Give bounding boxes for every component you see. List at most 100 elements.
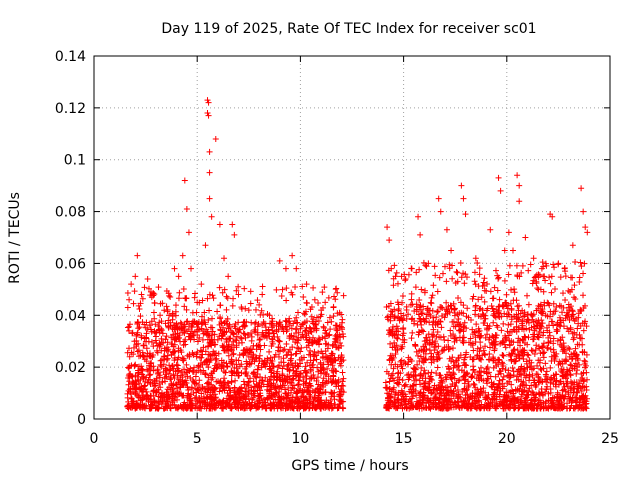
data-point [394, 396, 401, 403]
data-point [565, 328, 572, 335]
data-point [490, 319, 497, 326]
data-point [208, 213, 215, 220]
data-point [282, 265, 289, 272]
data-point [311, 296, 318, 303]
data-point [131, 288, 138, 295]
data-point [151, 377, 158, 384]
data-point [142, 378, 149, 385]
data-point [328, 350, 335, 357]
data-point [269, 340, 276, 347]
data-point [543, 368, 550, 375]
data-point [165, 322, 172, 329]
data-point [479, 311, 486, 318]
data-point [450, 371, 457, 378]
data-point [553, 326, 560, 333]
data-point [394, 405, 401, 412]
data-point [547, 386, 554, 393]
data-point [135, 347, 142, 354]
data-point [289, 252, 296, 259]
data-point [470, 380, 477, 387]
data-point [536, 272, 543, 279]
data-point [138, 366, 145, 373]
data-point [515, 376, 522, 383]
data-point [328, 379, 335, 386]
data-point [499, 352, 506, 359]
data-point [243, 393, 250, 400]
data-point [155, 393, 162, 400]
data-point [393, 342, 400, 349]
x-tick-label: 25 [601, 431, 619, 447]
data-point [421, 287, 428, 294]
data-point [483, 365, 490, 372]
data-point [231, 389, 238, 396]
data-point [387, 340, 394, 347]
data-point [235, 387, 242, 394]
data-point [127, 370, 134, 377]
data-point [506, 262, 513, 269]
data-point [224, 380, 231, 387]
data-point [188, 402, 195, 409]
data-point [220, 379, 227, 386]
data-point [134, 320, 141, 327]
data-point [240, 401, 247, 408]
x-tick-label: 20 [498, 431, 516, 447]
data-point [125, 387, 132, 394]
data-point [390, 365, 397, 372]
data-point [445, 405, 452, 412]
data-point [538, 389, 545, 396]
data-point [478, 376, 485, 383]
data-point [439, 270, 446, 277]
data-point [559, 348, 566, 355]
data-point [157, 312, 164, 319]
data-point [283, 341, 290, 348]
data-point [240, 395, 247, 402]
data-point [300, 294, 307, 301]
data-point [241, 330, 248, 337]
data-point [572, 360, 579, 367]
data-point [139, 295, 146, 302]
data-point [236, 326, 243, 333]
data-point [193, 309, 200, 316]
data-point [256, 336, 263, 343]
data-point [151, 300, 158, 307]
data-point [532, 273, 539, 280]
data-point [563, 350, 570, 357]
data-point [526, 357, 533, 364]
data-point [206, 291, 213, 298]
data-point [461, 362, 468, 369]
data-point [528, 347, 535, 354]
data-point [488, 339, 495, 346]
data-point [199, 336, 206, 343]
data-point [531, 350, 538, 357]
data-point [500, 352, 507, 359]
data-point [333, 325, 340, 332]
data-point [515, 367, 522, 374]
data-point [493, 332, 500, 339]
data-point [456, 405, 463, 412]
data-point [429, 307, 436, 314]
data-point [519, 307, 526, 314]
data-point [402, 360, 409, 367]
data-point [567, 303, 574, 310]
data-point [546, 302, 553, 309]
data-point [271, 353, 278, 360]
data-point [450, 364, 457, 371]
data-point [408, 265, 415, 272]
data-point [137, 313, 144, 320]
data-point [332, 335, 339, 342]
data-point [222, 369, 229, 376]
data-point [156, 319, 163, 326]
data-point [337, 400, 344, 407]
data-point [570, 389, 577, 396]
data-point [144, 275, 151, 282]
data-point [562, 296, 569, 303]
data-point [516, 385, 523, 392]
y-tick-label: 0.12 [55, 101, 86, 117]
data-point [449, 345, 456, 352]
data-point [329, 350, 336, 357]
data-point [544, 375, 551, 382]
data-point [436, 371, 443, 378]
data-point [212, 135, 219, 142]
data-point [315, 381, 322, 388]
data-point [338, 354, 345, 361]
